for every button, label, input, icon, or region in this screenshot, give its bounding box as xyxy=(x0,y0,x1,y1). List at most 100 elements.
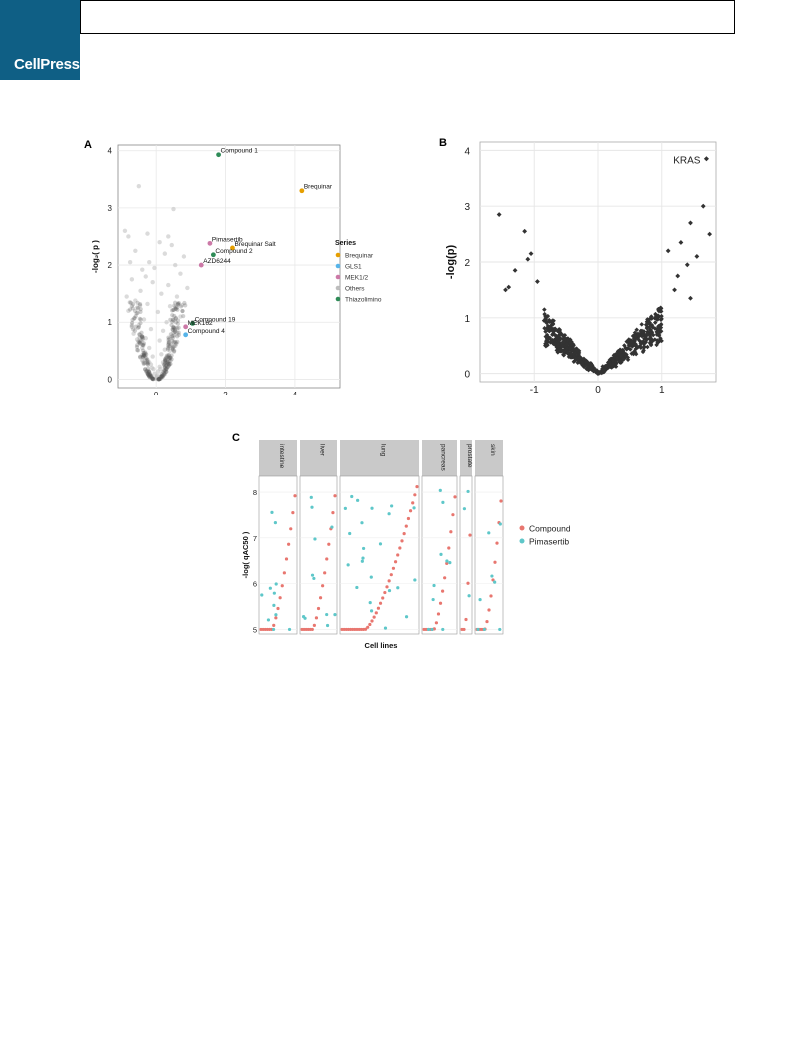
pimasertib-point xyxy=(325,623,330,628)
data-point xyxy=(633,334,638,339)
data-point-others xyxy=(132,315,137,320)
data-point-others xyxy=(173,316,178,321)
facet-label: liver xyxy=(319,444,326,457)
pimasertib-point xyxy=(490,574,494,578)
data-point-others xyxy=(135,305,140,310)
compound-1-point xyxy=(274,616,278,620)
legend-swatch xyxy=(519,538,525,544)
data-point-others xyxy=(149,374,154,379)
volcano-plot-a: 02401234log2 ( IC50 of wild type / KRAS … xyxy=(91,144,382,395)
compound-1-point xyxy=(493,560,497,564)
data-point-others xyxy=(140,334,145,339)
facet-panel xyxy=(421,475,458,635)
data-point-others xyxy=(134,311,139,316)
point-label: Compound 1 xyxy=(221,148,259,155)
facet-label: lung xyxy=(380,444,387,457)
data-point-others xyxy=(176,300,182,306)
data-point-others xyxy=(166,234,171,239)
data-point-others xyxy=(141,342,146,347)
data-point xyxy=(622,343,627,348)
data-point-others xyxy=(135,310,140,315)
data-point xyxy=(654,332,660,338)
pimasertib-point xyxy=(390,504,394,508)
data-point xyxy=(581,356,587,362)
data-point-others xyxy=(135,343,140,348)
data-point-others xyxy=(167,361,172,367)
data-point-others xyxy=(154,374,160,379)
y-tick-label: 2 xyxy=(464,258,470,269)
data-point-others xyxy=(175,334,180,339)
data-point xyxy=(556,346,562,352)
data-point-others xyxy=(130,302,136,307)
pimasertib-point xyxy=(441,627,445,632)
pimasertib-point xyxy=(431,597,435,602)
y-tick-label: 0 xyxy=(464,370,470,381)
compound-1-point xyxy=(366,625,370,629)
data-point-others xyxy=(141,341,147,346)
compound-1-point xyxy=(489,594,493,598)
pimasertib-point xyxy=(312,576,316,581)
pimasertib-point xyxy=(266,618,271,622)
data-point-others xyxy=(141,353,147,358)
data-point-others xyxy=(170,307,176,313)
pimasertib-point xyxy=(448,561,452,565)
compound-1-point xyxy=(287,542,291,546)
data-point-others xyxy=(137,340,142,345)
compound-1-point xyxy=(491,578,495,582)
pimasertib-point xyxy=(369,575,373,579)
data-point xyxy=(635,331,641,337)
pimasertib-point xyxy=(412,506,416,510)
data-point-others xyxy=(173,300,178,305)
data-point-others xyxy=(173,325,178,331)
panel-c-label: C xyxy=(232,432,240,444)
pimasertib-point xyxy=(369,609,374,613)
plot-area xyxy=(117,144,341,389)
y-tick-label: 4 xyxy=(108,147,113,156)
pimasertib-point xyxy=(439,552,443,556)
data-point-others xyxy=(164,320,169,325)
data-point-others xyxy=(140,353,145,358)
data-point-others xyxy=(181,313,186,319)
compound-1-point xyxy=(376,606,381,610)
data-point-others xyxy=(140,358,145,363)
legend-label: GLS1 xyxy=(345,264,362,271)
facet-strip xyxy=(460,440,472,476)
pimasertib-point xyxy=(350,494,354,499)
facet-panel xyxy=(299,475,338,635)
pimasertib-point xyxy=(303,616,307,620)
data-point-others xyxy=(129,320,135,326)
y-tick-label: 5 xyxy=(253,625,257,634)
y-axis-label: -log(p) xyxy=(445,245,457,280)
data-point-others xyxy=(148,373,153,378)
data-point xyxy=(591,368,596,374)
data-point-others xyxy=(141,317,147,322)
pimasertib-point xyxy=(387,512,391,516)
data-point-others xyxy=(176,325,181,330)
data-point-others xyxy=(150,376,156,382)
pimasertib-point xyxy=(343,506,347,510)
data-point-others xyxy=(138,288,143,293)
compound-1-point xyxy=(327,542,331,546)
data-point-others xyxy=(152,265,157,271)
data-point xyxy=(628,347,633,352)
data-point-others xyxy=(171,340,176,345)
data-point-others xyxy=(144,369,149,374)
data-point-others xyxy=(145,359,150,364)
data-point-others xyxy=(156,377,161,382)
data-point xyxy=(678,240,684,245)
data-point-others xyxy=(140,354,145,360)
y-tick-label: 7 xyxy=(253,534,257,543)
data-point-others xyxy=(163,367,169,372)
compound-1-point xyxy=(310,627,314,632)
data-point-others xyxy=(129,277,135,282)
legend-label: Compound 1 xyxy=(529,524,570,534)
data-point-others xyxy=(147,372,153,377)
x-tick-label: 0 xyxy=(154,391,159,395)
data-point-others xyxy=(150,376,155,382)
y-tick-label: 1 xyxy=(108,318,113,327)
data-point-others xyxy=(140,354,146,360)
legend-label: Brequinar xyxy=(345,253,374,260)
data-point-others xyxy=(162,347,168,352)
data-point-others xyxy=(166,359,171,364)
data-point-others xyxy=(164,361,169,366)
